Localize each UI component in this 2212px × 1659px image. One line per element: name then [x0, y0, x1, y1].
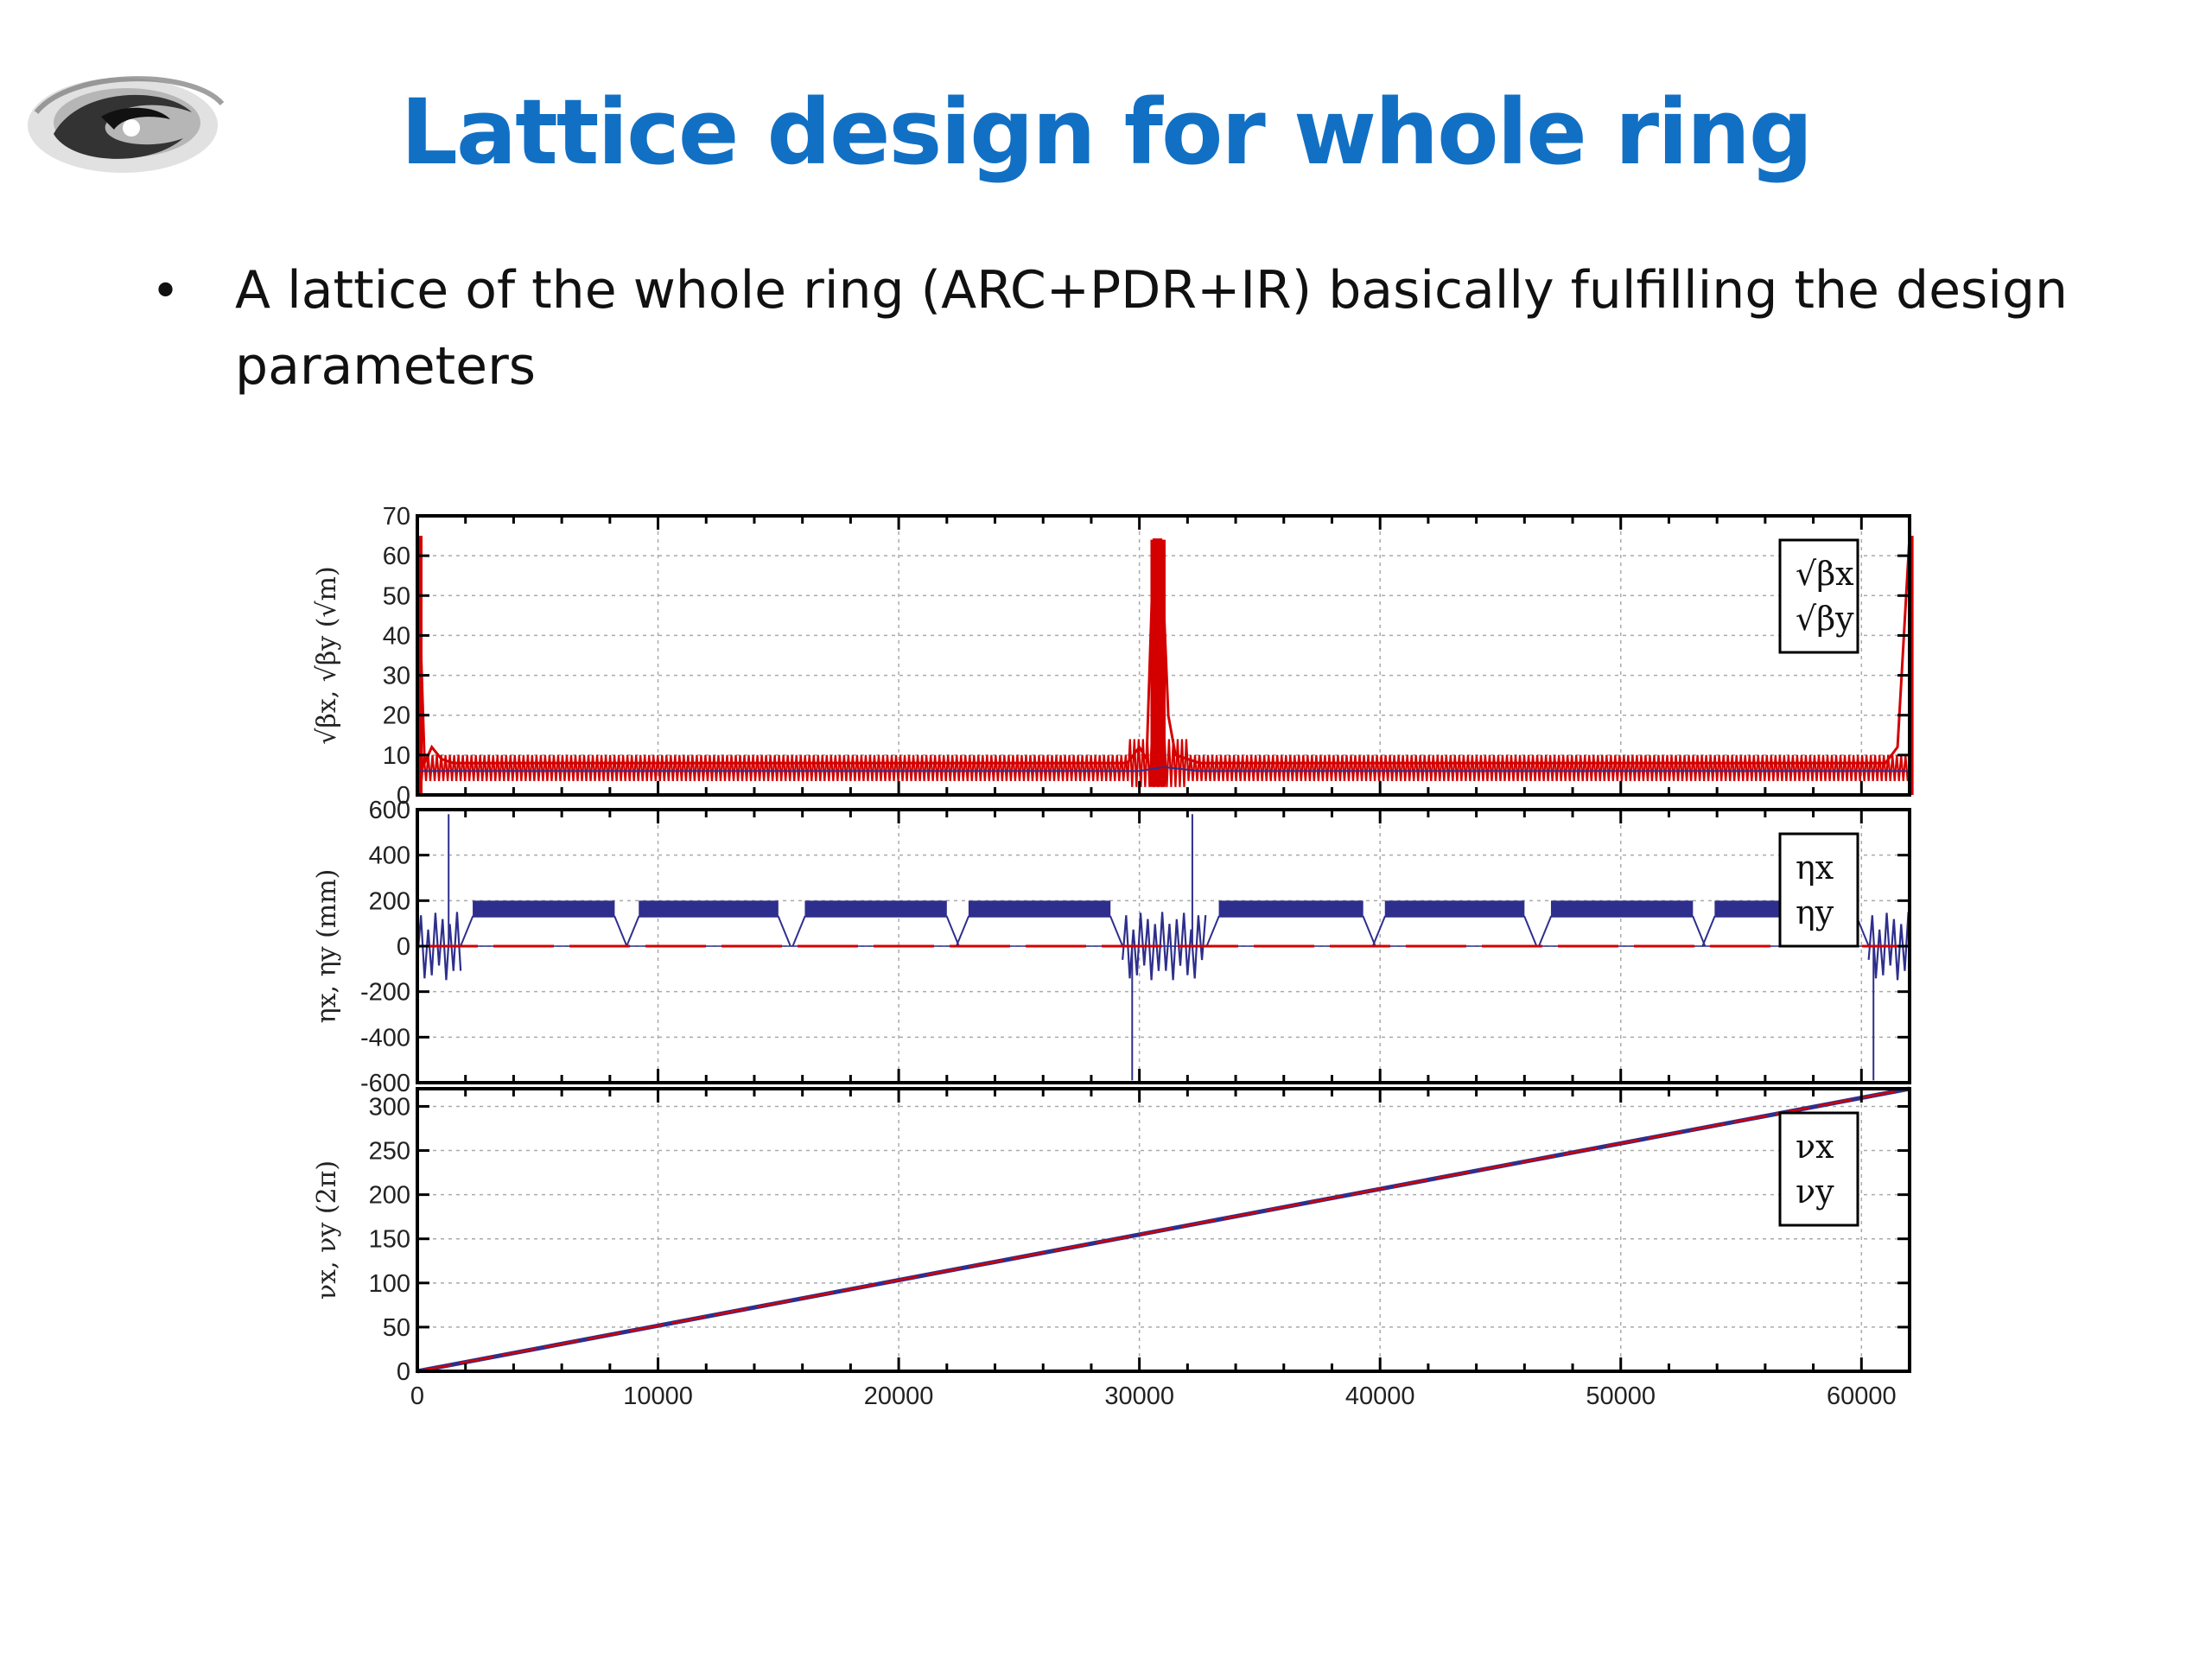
y-tick-label: 60 [383, 543, 410, 570]
legend: νx νy [1778, 1111, 1859, 1227]
panel-frame [416, 514, 1911, 797]
y-tick-label: 400 [369, 842, 410, 870]
legend-entry: √βx [1796, 555, 1854, 593]
panel-tune: 0 50 100 150 200 250 300 νx, νy (2π) νx νy 0 10000 2… [312, 1086, 1911, 1410]
series-dispersion-0-ir-wiggle [416, 912, 462, 981]
series-dispersion-0-arc [473, 900, 615, 917]
x-tick-label: 50000 [1586, 1382, 1656, 1410]
legend-entry: νx [1796, 1128, 1834, 1166]
x-tick-label: 40000 [1345, 1382, 1415, 1410]
legend-entry: ηy [1796, 893, 1834, 931]
series-dispersion-0-arc-edge [1538, 915, 1707, 947]
y-tick-label: 10 [383, 742, 410, 770]
panel-dispersion: 600 400 200 0 -200 -400 -600 ηx, ηy (mm) ηx ηy [312, 797, 1911, 1097]
y-tick-label: 200 [369, 1182, 410, 1210]
bullet-marker: • [151, 264, 181, 320]
panel-beta: 0 10 20 30 40 50 60 70 √βx, √βy (√m) √βx √βy [312, 503, 1914, 810]
y-tick-label: 20 [383, 702, 410, 730]
y-tick-label: 250 [369, 1138, 410, 1166]
series-dispersion-0-arc-edge [791, 915, 960, 947]
bullet-text: A lattice of the whole ring (ARC+PDR+IR)… [235, 260, 2069, 397]
y-tick-label: 30 [383, 663, 410, 690]
legend: ηx ηy [1778, 832, 1859, 948]
series-tune-1 [416, 1087, 1910, 1373]
series-dispersion-0-arc-edge [626, 915, 791, 947]
series-dispersion-0-arc [1550, 900, 1694, 917]
series-dispersion-0-arc [639, 900, 779, 917]
y-axis-label: νx, νy (2π) [312, 1160, 342, 1300]
x-tick-label: 30000 [1104, 1382, 1174, 1410]
y-tick-label: 200 [369, 887, 410, 915]
panel-frame [416, 1087, 1911, 1373]
y-tick-label: 0 [397, 933, 410, 961]
y-tick-label: -400 [360, 1024, 410, 1052]
legend: √βx √βy [1778, 538, 1859, 654]
series-dispersion-0-arc [804, 900, 947, 917]
series-dispersion-0-arc [1218, 900, 1363, 917]
x-tick-label: 10000 [623, 1382, 693, 1410]
y-tick-label: 40 [383, 622, 410, 650]
series-dispersion-0-arc [1384, 900, 1525, 917]
y-tick-label: 100 [369, 1270, 410, 1298]
legend-box [1778, 832, 1859, 948]
y-tick-label: 600 [369, 797, 410, 824]
series-dispersion-0-arc [968, 900, 1111, 917]
legend-box [1778, 1111, 1859, 1227]
y-tick-label: -600 [360, 1070, 410, 1097]
x-tick-label: 60000 [1827, 1382, 1897, 1410]
legend-entry: νy [1796, 1173, 1834, 1211]
legend-entry: ηx [1796, 849, 1834, 887]
y-tick-label: 0 [397, 1358, 410, 1386]
y-tick-label: 0 [397, 782, 410, 810]
legend-box [1778, 538, 1859, 654]
y-axis-label: ηx, ηy (mm) [312, 869, 342, 1024]
institute-logo [28, 76, 225, 173]
series-dispersion-0-arc-edge [1205, 915, 1376, 947]
x-tick-label: 20000 [864, 1382, 934, 1410]
y-tick-label: 150 [369, 1226, 410, 1254]
series-dispersion-0-ir-wiggle [1122, 912, 1207, 981]
series-dispersion-0-arc-edge [955, 915, 1124, 947]
y-tick-label: 50 [383, 582, 410, 610]
series-dispersion-0 [416, 814, 1910, 1081]
y-tick-label: 50 [383, 1314, 410, 1342]
x-tick-label: 0 [410, 1382, 424, 1410]
slide-title: Lattice design for whole ring [400, 79, 1814, 185]
series-dispersion-0-arc-edge [460, 915, 628, 947]
series-dispersion-0-ir-wiggle [1867, 912, 1910, 981]
y-tick-label: 70 [383, 503, 410, 531]
y-tick-label: 300 [369, 1093, 410, 1121]
y-axis-label: √βx, √βy (√m) [312, 566, 342, 744]
series-beta-1 [417, 766, 1910, 772]
series-dispersion-0-arc-edge [1371, 915, 1538, 947]
legend-entry: √βy [1796, 600, 1854, 638]
y-tick-label: -200 [360, 979, 410, 1007]
series-beta-0-line [416, 535, 1911, 765]
